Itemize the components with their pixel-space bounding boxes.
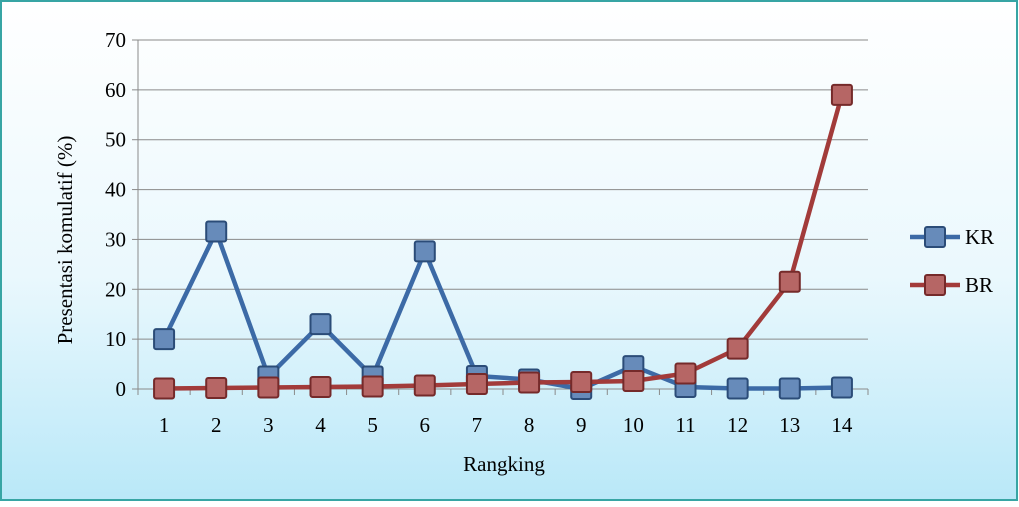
y-tick-labels: 0 10 20 30 40 50 60 70 xyxy=(105,28,126,401)
y-tick-label: 20 xyxy=(105,277,126,301)
data-point-br xyxy=(153,377,176,400)
y-tick-label: 10 xyxy=(105,327,126,351)
data-point-br xyxy=(674,362,697,385)
data-point-kr xyxy=(153,328,176,351)
x-tick-label: 11 xyxy=(675,413,695,437)
x-axis-title: Rangking xyxy=(463,452,545,476)
x-tick-label: 1 xyxy=(159,413,170,437)
legend-marker xyxy=(924,274,946,296)
legend-label: BR xyxy=(965,273,993,297)
x-tick-label: 7 xyxy=(472,413,483,437)
x-tick-label: 8 xyxy=(524,413,535,437)
data-point-br xyxy=(778,270,801,293)
data-point-kr xyxy=(309,313,332,336)
plot-grid xyxy=(132,39,868,390)
x-tick-label: 2 xyxy=(211,413,222,437)
data-point-br xyxy=(726,337,749,360)
data-point-br xyxy=(413,374,436,397)
legend: KR BR xyxy=(910,225,994,297)
y-tick-label: 50 xyxy=(105,128,126,152)
x-tick-label: 6 xyxy=(420,413,431,437)
legend-marker xyxy=(924,226,946,248)
data-point-kr xyxy=(205,220,228,243)
y-tick-label: 60 xyxy=(105,78,126,102)
x-tick-label: 5 xyxy=(367,413,378,437)
x-tick-label: 9 xyxy=(576,413,587,437)
x-tick-label: 3 xyxy=(263,413,274,437)
x-tick-label: 4 xyxy=(315,413,326,437)
x-tick-label: 10 xyxy=(623,413,644,437)
y-axis-title: Presentasi komulatif (%) xyxy=(53,136,77,345)
data-point-kr xyxy=(413,240,436,263)
data-point-kr xyxy=(830,376,853,399)
data-point-br xyxy=(518,371,541,394)
data-point-br xyxy=(622,370,645,393)
data-point-br xyxy=(465,373,488,396)
data-point-br xyxy=(309,376,332,399)
series-br xyxy=(153,83,853,400)
data-point-br xyxy=(257,376,280,399)
y-tick-label: 30 xyxy=(105,227,126,251)
data-point-br xyxy=(830,83,853,106)
legend-label: KR xyxy=(965,225,994,249)
legend-item-kr: KR xyxy=(910,225,994,249)
data-point-br xyxy=(570,371,593,394)
data-point-kr xyxy=(778,377,801,400)
x-tick-label: 12 xyxy=(727,413,748,437)
data-point-kr xyxy=(726,377,749,400)
series-layer xyxy=(153,83,853,400)
x-tick-label: 13 xyxy=(779,413,800,437)
x-tick-labels: 1 2 3 4 5 6 7 8 9 10 11 12 13 14 xyxy=(159,413,853,437)
data-point-br xyxy=(205,377,228,400)
y-tick-label: 40 xyxy=(105,178,126,202)
y-tick-label: 70 xyxy=(105,28,126,52)
x-tick-label: 14 xyxy=(831,413,853,437)
legend-item-br: BR xyxy=(910,273,993,297)
data-point-br xyxy=(361,375,384,398)
y-tick-label: 0 xyxy=(116,377,127,401)
